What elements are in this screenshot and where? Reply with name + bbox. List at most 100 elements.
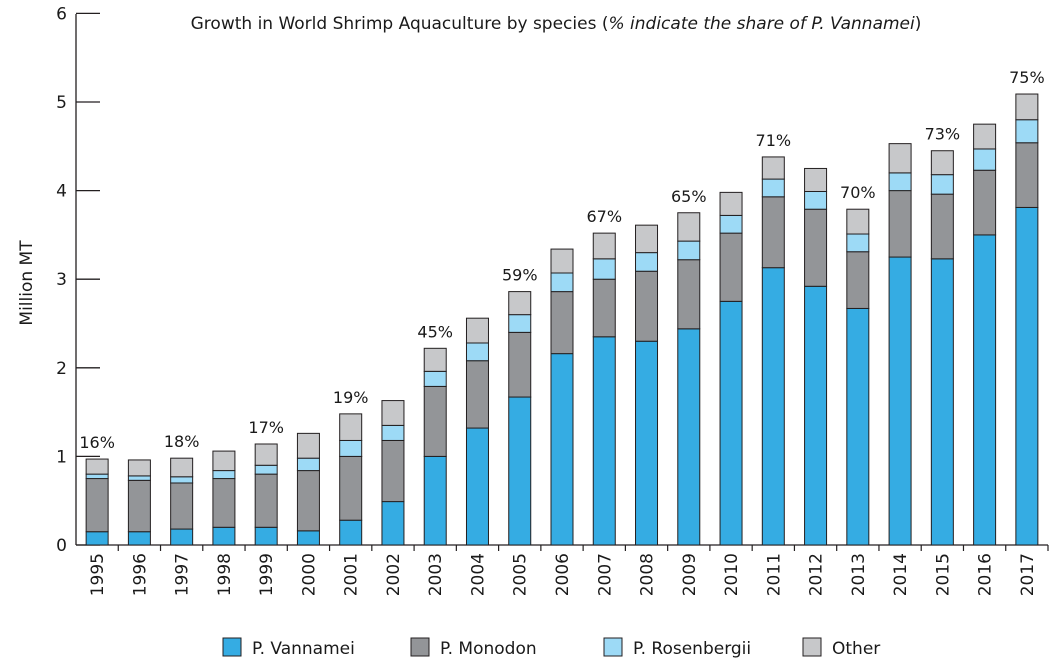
legend-label: P. Vannamei: [252, 639, 355, 658]
bar-segment-p-rosenbergii: [719, 214, 743, 234]
x-tick-label: 2009: [680, 553, 700, 596]
legend-swatch: [802, 637, 822, 657]
bar-segment-p-vannamei: [973, 234, 997, 546]
y-tick-label: 1: [56, 447, 67, 467]
x-tick-label: 2006: [553, 553, 573, 596]
x-tick-label: 2010: [722, 553, 742, 596]
bar-segment-p-vannamei: [508, 396, 532, 546]
chart-title-italic: % indicate the share of P. Vannamei: [608, 14, 915, 34]
bar-segment-p-vannamei: [592, 336, 616, 546]
bar-segment-p-vannamei: [85, 531, 109, 546]
bar-segment-p-rosenbergii: [592, 258, 616, 280]
y-tick-label: 3: [56, 270, 67, 290]
bar-segment-p-vannamei: [381, 501, 405, 546]
bar-segment-p-rosenbergii: [170, 476, 194, 484]
x-tick-label: 2012: [807, 553, 827, 596]
bar-segment-p-vannamei: [846, 307, 870, 546]
bar-segment-p-rosenbergii: [212, 470, 236, 480]
bar-segment-other: [212, 450, 236, 472]
bar-segment-p-monodon: [635, 270, 659, 342]
x-tick-label: 2011: [764, 553, 784, 596]
y-tick-label: 6: [56, 4, 67, 24]
x-tick-label: 2016: [976, 553, 996, 596]
share-label: 59%: [502, 266, 538, 285]
bar-segment-other: [973, 123, 997, 150]
bar-segment-other: [846, 208, 870, 235]
bar-segment-p-rosenbergii: [508, 314, 532, 333]
share-label: 45%: [417, 322, 453, 341]
share-label: 70%: [840, 183, 876, 202]
x-tick-label: 1997: [173, 553, 193, 596]
bar-segment-p-vannamei: [677, 328, 701, 546]
bar-segment-other: [804, 167, 828, 192]
bar-segment-p-rosenbergii: [465, 342, 489, 362]
bar-segment-other: [381, 400, 405, 426]
bar-segment-p-monodon: [846, 251, 870, 309]
chart-title-end: ): [915, 14, 922, 34]
bar-segment-p-vannamei: [127, 531, 151, 546]
bar-segment-p-vannamei: [888, 256, 912, 546]
bar-segment-p-rosenbergii: [973, 148, 997, 171]
bar-segment-other: [719, 191, 743, 216]
bar-segment-p-rosenbergii: [127, 475, 151, 481]
bar-segment-p-rosenbergii: [761, 178, 785, 198]
bar-segment-p-rosenbergii: [888, 172, 912, 192]
bar-segment-p-rosenbergii: [550, 272, 574, 293]
x-tick-label: 2015: [933, 553, 953, 596]
bar-segment-p-rosenbergii: [296, 457, 320, 472]
share-labels: 16% 18% 17% 19% 45% 59% 67% 65% 71% 70% 73% 75%: [79, 68, 1044, 452]
bar-segment-p-vannamei: [296, 530, 320, 546]
bar-segment-other: [170, 457, 194, 478]
bar-segment-p-vannamei: [170, 528, 194, 546]
x-tick-label: 2003: [426, 553, 446, 596]
x-tick-label: 2002: [384, 553, 404, 596]
chart-title: Growth in World Shrimp Aquaculture by sp…: [191, 14, 922, 34]
y-tick-label: 2: [56, 359, 67, 379]
bar-segment-p-rosenbergii: [930, 174, 954, 195]
share-label: 71%: [756, 131, 792, 150]
bars: [85, 93, 1039, 546]
bar-segment-other: [888, 143, 912, 174]
y-tick-label: 5: [56, 93, 67, 113]
bar-segment-p-vannamei: [465, 427, 489, 546]
bar-segment-p-monodon: [423, 385, 447, 457]
bar-segment-p-monodon: [888, 190, 912, 258]
x-tick-label: 2000: [299, 553, 319, 596]
bar-segment-p-monodon: [254, 473, 278, 528]
share-label: 65%: [671, 187, 707, 206]
bar-segment-p-monodon: [592, 278, 616, 338]
y-tick-label: 4: [56, 182, 67, 202]
bar-segment-other: [339, 413, 363, 441]
y-tick-label: 0: [56, 536, 67, 556]
bar-segment-p-vannamei: [761, 267, 785, 546]
x-tick-label: 2004: [468, 553, 488, 596]
legend-label: P. Monodon: [440, 639, 537, 658]
bar-segment-p-vannamei: [719, 300, 743, 546]
bar-segment-p-vannamei: [804, 285, 828, 546]
bar-segment-p-vannamei: [930, 258, 954, 546]
bar-segment-other: [1015, 93, 1039, 121]
bar-segment-p-monodon: [719, 232, 743, 302]
bar-segment-p-vannamei: [550, 353, 574, 546]
y-ticks: 0 1 2 3 4 5 6: [56, 4, 100, 556]
bar-segment-p-vannamei: [1015, 206, 1039, 546]
bar-segment-other: [761, 156, 785, 180]
bar-segment-p-monodon: [550, 291, 574, 355]
bar-segment-p-vannamei: [212, 526, 236, 546]
legend-label: Other: [832, 639, 880, 658]
x-tick-label: 2005: [511, 553, 531, 596]
bar-segment-p-rosenbergii: [846, 233, 870, 253]
x-tick-label: 1996: [130, 553, 150, 596]
bar-segment-p-vannamei: [635, 340, 659, 546]
share-label: 67%: [586, 207, 622, 226]
bar-segment-p-monodon: [212, 478, 236, 528]
legend-label: P. Rosenbergii: [633, 639, 751, 658]
share-label: 17%: [248, 418, 284, 437]
bar-segment-other: [930, 150, 954, 176]
bar-segment-p-monodon: [973, 169, 997, 236]
bar-segment-p-monodon: [127, 479, 151, 533]
y-axis-label: Million MT: [17, 240, 37, 326]
bar-segment-other: [677, 212, 701, 242]
bar-segment-p-monodon: [296, 470, 320, 532]
x-tick-label: 2014: [891, 553, 911, 596]
